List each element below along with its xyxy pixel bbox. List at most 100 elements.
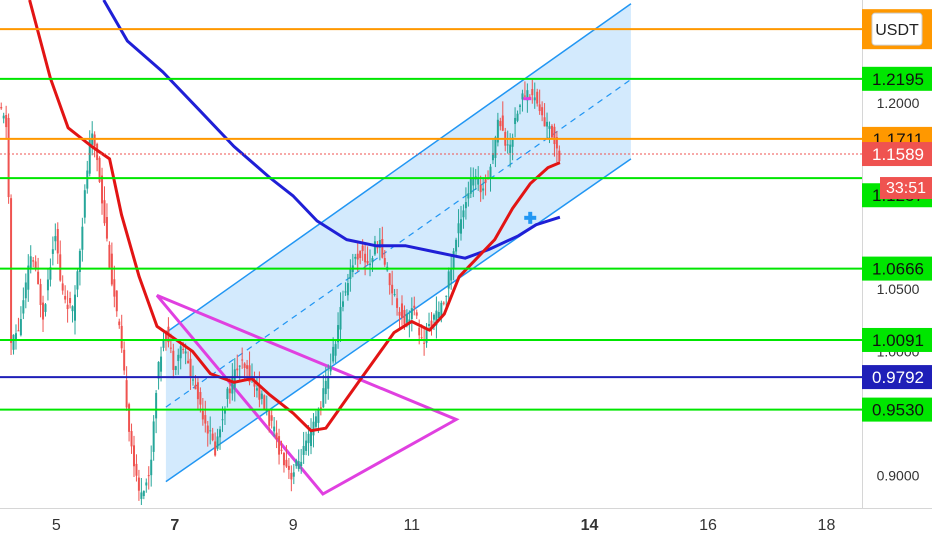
channel-lower-line[interactable]: [165, 158, 632, 483]
series-group: [28, 0, 561, 433]
candle-body: [437, 311, 440, 319]
level-8-badge[interactable]: [862, 365, 932, 390]
candle-body: [369, 263, 372, 266]
candle-body: [214, 441, 217, 456]
candle-body: [17, 330, 20, 332]
candle-body: [346, 283, 349, 296]
candle-body: [526, 90, 529, 101]
level-7-badge[interactable]: [862, 327, 932, 352]
candle-body: [216, 436, 219, 449]
candle-body: [381, 239, 384, 258]
channel-upper-line[interactable]: [165, 3, 632, 334]
candle-body: [432, 314, 435, 320]
candle-body: [145, 482, 148, 486]
candle-body: [39, 284, 42, 306]
candle-body: [147, 475, 150, 477]
candle-body: [523, 95, 526, 97]
candle-body: [78, 250, 81, 273]
candle-body: [169, 347, 172, 349]
candle-body: [37, 271, 40, 285]
candle-body: [209, 430, 212, 432]
candle-body: [260, 393, 263, 399]
candle-body: [484, 179, 487, 183]
candle-body: [51, 249, 54, 254]
countdown-badge: [880, 177, 932, 200]
candle-body: [442, 302, 445, 304]
candle-body: [514, 117, 517, 125]
red-moving-average-line[interactable]: [28, 0, 561, 433]
candle-body: [42, 302, 45, 320]
candle-body: [164, 330, 167, 340]
candle-body: [34, 261, 37, 269]
candle-body: [302, 445, 305, 455]
candle-body: [445, 295, 448, 297]
level-1-label: 1.2195: [872, 70, 924, 89]
candle-body: [46, 279, 49, 291]
candle-body: [371, 258, 374, 263]
candle-body: [83, 190, 86, 218]
candle-body: [467, 193, 470, 199]
time-tick-label: 18: [818, 517, 836, 534]
level-3-label: 1.1589: [872, 145, 924, 164]
candle-body: [373, 241, 376, 255]
candle-body: [300, 461, 303, 467]
currency-badge[interactable]: [871, 12, 923, 46]
candle-body: [19, 319, 22, 336]
candle-body: [531, 88, 534, 96]
candle-body: [241, 359, 244, 361]
time-tick-label: 7: [170, 517, 179, 534]
candle-body: [440, 302, 443, 317]
candle-body: [477, 178, 480, 185]
candle-body: [54, 236, 57, 242]
candle-body: [558, 150, 561, 162]
candle-body: [2, 115, 5, 119]
candle-body: [120, 325, 123, 349]
candle-body: [509, 144, 512, 153]
level-9-badge[interactable]: [862, 397, 932, 422]
time-axis[interactable]: 5 7 9 11 14 16 18: [0, 508, 932, 550]
candle-body: [211, 433, 214, 441]
candle-body: [10, 198, 13, 343]
level-3-badge[interactable]: [862, 142, 932, 167]
candle-body: [157, 361, 160, 379]
candle-body: [420, 337, 423, 339]
candle-body: [430, 320, 433, 328]
candle-body: [243, 363, 246, 368]
candle-body: [322, 388, 325, 408]
candle-body: [56, 228, 59, 254]
candle-body: [238, 365, 241, 367]
candle-body: [415, 312, 418, 316]
candle-body: [246, 365, 249, 369]
candle-body: [189, 358, 192, 377]
level-1-badge[interactable]: [862, 66, 932, 91]
level-6-badge[interactable]: [862, 256, 932, 281]
price-tick-label: 0.9000: [877, 467, 920, 483]
candle-body: [278, 436, 281, 455]
candle-body: [179, 346, 182, 359]
candle-body: [400, 303, 403, 319]
candle-body: [228, 388, 231, 394]
candle-body: [312, 421, 315, 436]
candle-body: [317, 410, 320, 423]
candle-body: [140, 492, 143, 499]
candle-body: [275, 432, 278, 440]
candle-body: [5, 115, 8, 128]
candle-body: [364, 253, 367, 263]
candle-body: [248, 365, 251, 383]
candle-body: [521, 93, 524, 100]
candle-body: [265, 410, 268, 412]
triangle-pattern[interactable]: [155, 294, 460, 496]
candle-body: [73, 294, 76, 321]
candle-body: [66, 304, 69, 310]
candle-body: [160, 356, 163, 372]
candle-body: [413, 305, 416, 308]
time-tick-label: 14: [581, 517, 599, 534]
blue-moving-average-line[interactable]: [102, 0, 561, 260]
price-tick-label: 1.2000: [877, 95, 920, 111]
candle-body: [332, 346, 335, 362]
candle-body: [253, 379, 256, 387]
candle-body: [472, 177, 475, 186]
candle-body: [93, 134, 96, 147]
